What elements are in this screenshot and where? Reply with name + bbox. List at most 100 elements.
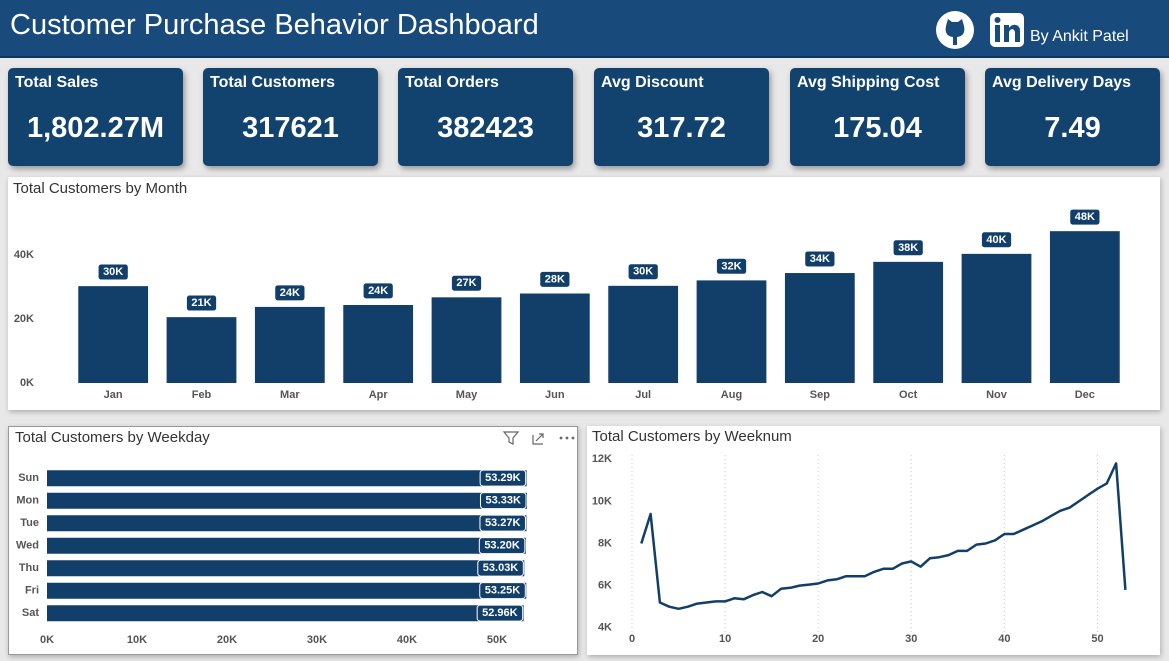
data-label-box bbox=[479, 492, 527, 510]
x-tick-label: May bbox=[456, 389, 478, 401]
data-label-box bbox=[450, 274, 483, 292]
bar bbox=[431, 297, 502, 383]
kpi-label: Total Orders bbox=[405, 74, 499, 91]
bar bbox=[696, 280, 767, 383]
data-label-box bbox=[478, 537, 526, 555]
y-tick-label: Thu bbox=[19, 562, 39, 574]
data-label: 53.25K bbox=[485, 585, 521, 597]
x-tick-label: Jun bbox=[545, 389, 565, 401]
kpi-card: Total Sales 1,802.27M bbox=[8, 68, 183, 166]
bar bbox=[47, 515, 527, 532]
weeknum-chart: Total Customers by Weeknum 0 10 20 30 40 50 4K 6… bbox=[592, 428, 1127, 645]
y-tick-label: Fri bbox=[25, 585, 39, 597]
x-tick-label: 40 bbox=[998, 633, 1010, 645]
x-tick-label: 0 bbox=[629, 633, 635, 645]
y-tick-label: 0K bbox=[20, 377, 34, 389]
data-label-box bbox=[980, 231, 1013, 249]
data-label-box bbox=[362, 282, 394, 300]
x-tick-label: Sep bbox=[810, 389, 830, 401]
data-label-box bbox=[715, 257, 748, 275]
kpi-label: Avg Shipping Cost bbox=[797, 74, 940, 91]
filter-icon[interactable] bbox=[502, 431, 520, 445]
y-tick-label: 6K bbox=[598, 580, 612, 592]
kpi-value: 1,802.27M bbox=[26, 112, 165, 144]
data-label: 38K bbox=[898, 242, 918, 254]
kpi-card: Total Customers 317621 bbox=[203, 68, 378, 166]
bar bbox=[47, 582, 527, 599]
data-label-box bbox=[477, 559, 524, 577]
weekday-panel: Total Customers by Weekday 0K 10K 20K 30K 40K… bbox=[8, 426, 578, 655]
kpi-label: Total Customers bbox=[210, 74, 336, 91]
data-label-box bbox=[185, 294, 218, 312]
data-label-box bbox=[1069, 208, 1101, 226]
author: By Ankit Patel bbox=[1030, 28, 1129, 45]
data-label: 28K bbox=[545, 273, 565, 285]
x-tick-label: Oct bbox=[899, 389, 918, 401]
bar bbox=[47, 560, 525, 577]
bar bbox=[78, 286, 149, 383]
linkedin-dot bbox=[994, 17, 1001, 23]
kpi-value: 382423 bbox=[437, 112, 534, 144]
y-tick-label: 10K bbox=[592, 495, 612, 507]
github-mark bbox=[945, 19, 965, 45]
linkedin-i bbox=[995, 25, 1000, 42]
data-label: 53.29K bbox=[485, 472, 521, 484]
x-tick-label: Apr bbox=[369, 389, 389, 401]
data-label-box bbox=[479, 582, 526, 600]
bar bbox=[47, 605, 524, 622]
kpi-value: 317621 bbox=[242, 112, 339, 144]
dot bbox=[571, 436, 575, 440]
month-chart: Total Customers by Month 0K 20K 40K Jan 30K Fe… bbox=[13, 180, 1120, 401]
dashboard-title: Customer Purchase Behavior Dashboard bbox=[10, 9, 539, 41]
data-label: 40K bbox=[986, 234, 1006, 246]
y-tick-label: 40K bbox=[14, 249, 34, 261]
x-tick-label: Aug bbox=[721, 389, 742, 401]
y-tick-label: 12K bbox=[592, 453, 612, 465]
chart-title: Total Customers by Month bbox=[13, 180, 187, 197]
bar bbox=[47, 470, 527, 487]
data-label-box bbox=[479, 469, 527, 487]
x-tick-label: 20K bbox=[217, 634, 237, 646]
bar bbox=[784, 273, 855, 383]
kpi-card: Avg Delivery Days 7.49 bbox=[985, 68, 1160, 166]
x-tick-label: 30K bbox=[307, 634, 327, 646]
kpi-label: Avg Delivery Days bbox=[992, 74, 1132, 91]
weeknum-panel: Total Customers by Weeknum 0 10 20 30 40 50 4K 6… bbox=[587, 426, 1160, 655]
data-label: 53.27K bbox=[485, 517, 521, 529]
data-label: 27K bbox=[456, 277, 476, 289]
visual-header-icons bbox=[502, 431, 544, 445]
chart-title: Total Customers by Weekday bbox=[15, 429, 210, 446]
x-tick-label: Nov bbox=[986, 389, 1008, 401]
data-label: 30K bbox=[103, 266, 123, 278]
y-tick-label: 20K bbox=[14, 313, 34, 325]
kpi-label: Total Sales bbox=[15, 74, 99, 91]
bar bbox=[166, 317, 237, 383]
data-label: 21K bbox=[191, 297, 211, 309]
kpi-label: Avg Discount bbox=[601, 74, 704, 91]
x-tick-label: Jul bbox=[635, 389, 651, 401]
x-tick-label: Mar bbox=[280, 389, 300, 401]
data-label: 53.03K bbox=[483, 562, 519, 574]
more-options[interactable] bbox=[559, 436, 575, 440]
x-tick-label: 30 bbox=[905, 633, 917, 645]
chart-title: Total Customers by Weeknum bbox=[592, 428, 792, 445]
data-label-box bbox=[892, 239, 924, 257]
x-tick-label: 50 bbox=[1091, 633, 1103, 645]
x-tick-label: 20 bbox=[812, 633, 824, 645]
x-tick-label: 10 bbox=[719, 633, 731, 645]
bar bbox=[1049, 231, 1120, 383]
kpi-card: Avg Shipping Cost 175.04 bbox=[790, 68, 965, 166]
bar bbox=[961, 253, 1032, 383]
kpi-value: 7.49 bbox=[1044, 112, 1101, 144]
bar bbox=[254, 306, 325, 383]
kpi-value: 175.04 bbox=[833, 112, 922, 144]
y-tick-label: 8K bbox=[598, 537, 612, 549]
focus-icon[interactable] bbox=[532, 433, 544, 445]
x-tick-label: 0K bbox=[40, 634, 54, 646]
y-tick-label: Tue bbox=[20, 517, 39, 529]
data-label: 34K bbox=[810, 253, 830, 265]
data-label: 32K bbox=[721, 260, 741, 272]
data-label-box bbox=[804, 250, 836, 268]
data-label: 52.96K bbox=[482, 607, 518, 619]
